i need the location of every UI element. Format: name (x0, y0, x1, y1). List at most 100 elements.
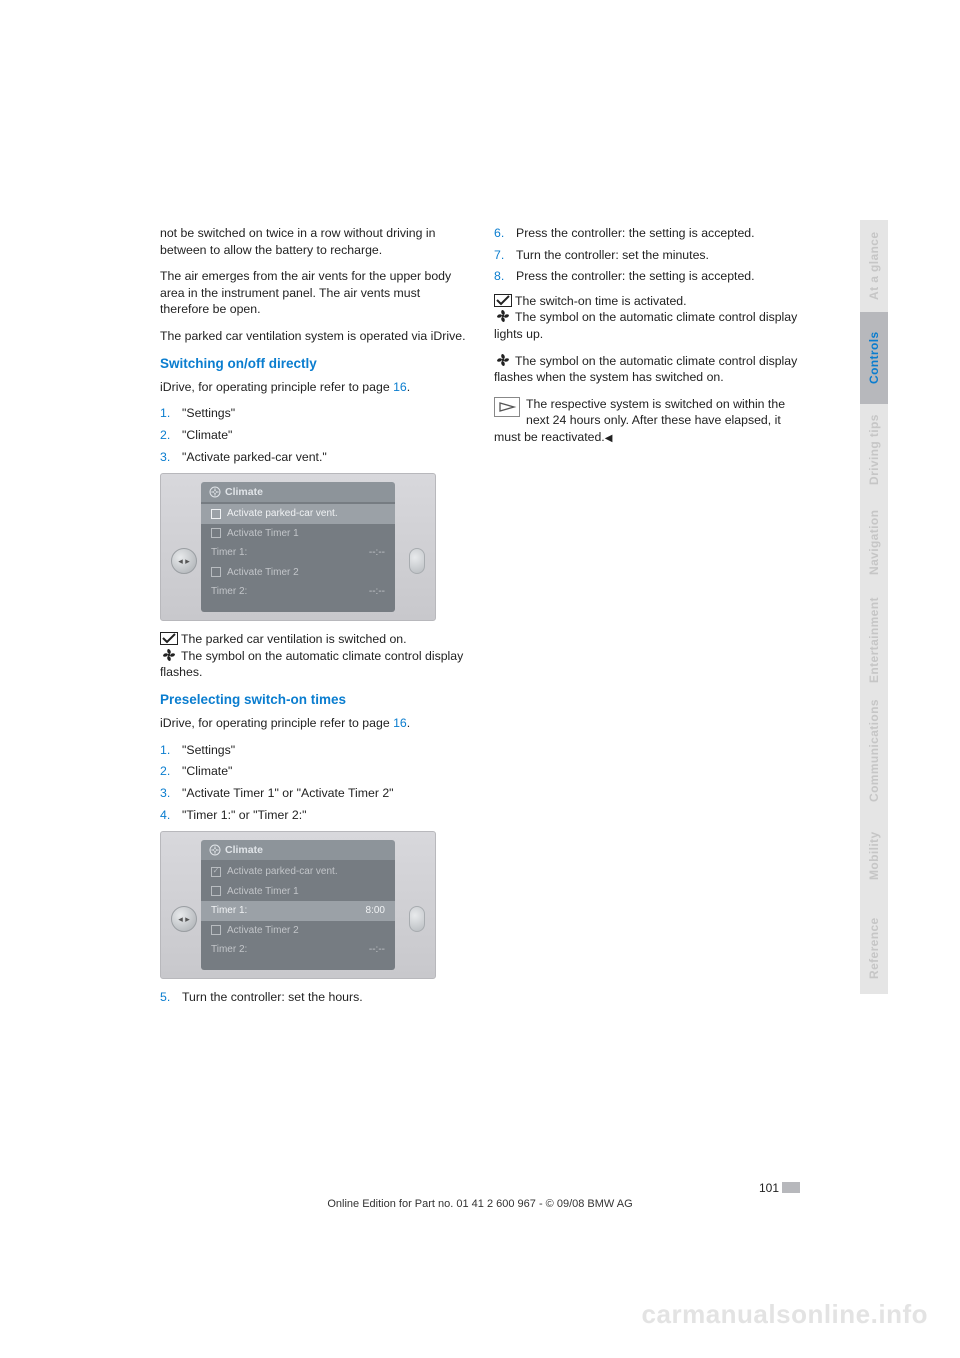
checkbox-icon (211, 509, 221, 519)
side-tabs: At a glanceControlsDriving tipsNavigatio… (860, 220, 888, 994)
controller-knob-icon: ◂ ▸ (171, 906, 197, 932)
tab-entertainment[interactable]: Entertainment (860, 588, 888, 692)
content-area: not be switched on twice in a row withou… (160, 225, 800, 1014)
step-num: 1. (160, 405, 182, 422)
page-link[interactable]: 16 (393, 380, 407, 394)
right-column: 6.Press the controller: the setting is a… (494, 225, 800, 1014)
step: 7.Turn the controller: set the minutes. (494, 247, 800, 264)
step: 3."Activate parked-car vent." (160, 449, 466, 466)
step-text: "Settings" (182, 742, 235, 759)
paragraph: not be switched on twice in a row withou… (160, 225, 466, 258)
tab-navigation[interactable]: Navigation (860, 496, 888, 588)
tab-driving-tips[interactable]: Driving tips (860, 404, 888, 496)
step-text: "Activate Timer 1" or "Activate Timer 2" (182, 785, 394, 802)
paragraph: The air emerges from the air vents for t… (160, 268, 466, 318)
text: . (407, 380, 410, 394)
idrive-panel: Activate parked-car vent. Activate Timer… (201, 502, 395, 612)
step-num: 2. (160, 763, 182, 780)
tab-mobility[interactable]: Mobility (860, 810, 888, 902)
checkmark-box-icon (494, 294, 512, 307)
text: The switch-on time is activated. (515, 294, 687, 308)
paragraph: iDrive, for operating principle refer to… (160, 715, 466, 732)
fan-symbol-icon (494, 353, 512, 366)
text: The symbol on the automatic climate cont… (160, 649, 463, 680)
watermark: carmanualsonline.info (642, 1299, 928, 1330)
end-mark-icon: ◀ (605, 433, 613, 444)
text: . (407, 716, 410, 730)
step: 3."Activate Timer 1" or "Activate Timer … (160, 785, 466, 802)
step: 8.Press the controller: the setting is a… (494, 268, 800, 285)
controller-knob-icon: ◂ ▸ (171, 548, 197, 574)
checkbox-icon (211, 528, 221, 538)
idrive-titlebar: Climate (201, 482, 395, 502)
checkmark-box-icon (160, 632, 178, 645)
checkbox-icon (211, 925, 221, 935)
tab-reference[interactable]: Reference (860, 902, 888, 994)
step: 6.Press the controller: the setting is a… (494, 225, 800, 242)
step-text: "Activate parked-car vent." (182, 449, 327, 466)
paragraph: The switch-on time is activated. The sym… (494, 293, 800, 343)
step-text: "Timer 1:" or "Timer 2:" (182, 807, 307, 824)
fan-icon (209, 844, 221, 856)
step-num: 3. (160, 449, 182, 466)
left-column: not be switched on twice in a row withou… (160, 225, 466, 1014)
paragraph: The parked car ventilation system is ope… (160, 328, 466, 345)
paragraph: The symbol on the automatic climate cont… (494, 353, 800, 386)
idrive-row: Activate Timer 1 (201, 524, 395, 544)
text: The symbol on the automatic climate cont… (494, 354, 797, 385)
step: 5.Turn the controller: set the hours. (160, 989, 466, 1006)
step-num: 2. (160, 427, 182, 444)
page-link[interactable]: 16 (393, 716, 407, 730)
page-number-bar-icon (782, 1182, 800, 1193)
fan-icon (209, 486, 221, 498)
text: The symbol on the automatic climate cont… (494, 310, 797, 341)
idrive-row: Activate Timer 1 (201, 882, 395, 902)
step-num: 7. (494, 247, 516, 264)
idrive-titlebar: Climate (201, 840, 395, 860)
tab-controls[interactable]: Controls (860, 312, 888, 404)
idrive-title: Climate (225, 485, 263, 499)
page-number: 101 (759, 1181, 800, 1195)
step-num: 8. (494, 268, 516, 285)
step: 1."Settings" (160, 405, 466, 422)
step: 1."Settings" (160, 742, 466, 759)
step-num: 1. (160, 742, 182, 759)
page: not be switched on twice in a row withou… (0, 0, 960, 1358)
step-num: 3. (160, 785, 182, 802)
step: 4."Timer 1:" or "Timer 2:" (160, 807, 466, 824)
step-text: Turn the controller: set the hours. (182, 989, 363, 1006)
paragraph: The parked car ventilation is switched o… (160, 631, 466, 681)
step-list: 5.Turn the controller: set the hours. (160, 989, 466, 1006)
idrive-row: Timer 2:--:-- (201, 582, 395, 602)
idrive-row-selected: Timer 1:8:00 (201, 901, 395, 921)
tab-at-a-glance[interactable]: At a glance (860, 220, 888, 312)
checkbox-icon: ✓ (211, 867, 221, 877)
note-triangle-icon (494, 397, 520, 417)
note-block: The respective system is switched on wit… (494, 396, 800, 446)
idrive-row: Timer 2:--:-- (201, 940, 395, 960)
idrive-title: Climate (225, 843, 263, 857)
step-text: "Settings" (182, 405, 235, 422)
checkbox-icon (211, 567, 221, 577)
step-text: Turn the controller: set the minutes. (516, 247, 709, 264)
checkbox-icon (211, 886, 221, 896)
idrive-screenshot-1: ◂ ▸ Climate Activate parked-car vent. Ac… (160, 473, 436, 621)
paragraph: iDrive, for operating principle refer to… (160, 379, 466, 396)
side-knob-icon (409, 548, 425, 574)
step-text: Press the controller: the setting is acc… (516, 225, 755, 242)
fan-symbol-icon (160, 648, 178, 661)
side-knob-icon (409, 906, 425, 932)
text: iDrive, for operating principle refer to… (160, 716, 393, 730)
step-list: 1."Settings" 2."Climate" 3."Activate Tim… (160, 742, 466, 823)
fan-symbol-icon (494, 310, 512, 323)
tab-communications[interactable]: Communications (860, 692, 888, 810)
text: iDrive, for operating principle refer to… (160, 380, 393, 394)
step-text: "Climate" (182, 427, 232, 444)
step: 2."Climate" (160, 427, 466, 444)
step-text: Press the controller: the setting is acc… (516, 268, 755, 285)
idrive-panel: ✓Activate parked-car vent. Activate Time… (201, 860, 395, 970)
step-num: 5. (160, 989, 182, 1006)
step-num: 6. (494, 225, 516, 242)
text: The parked car ventilation is switched o… (181, 632, 407, 646)
idrive-row: Activate Timer 2 (201, 921, 395, 941)
